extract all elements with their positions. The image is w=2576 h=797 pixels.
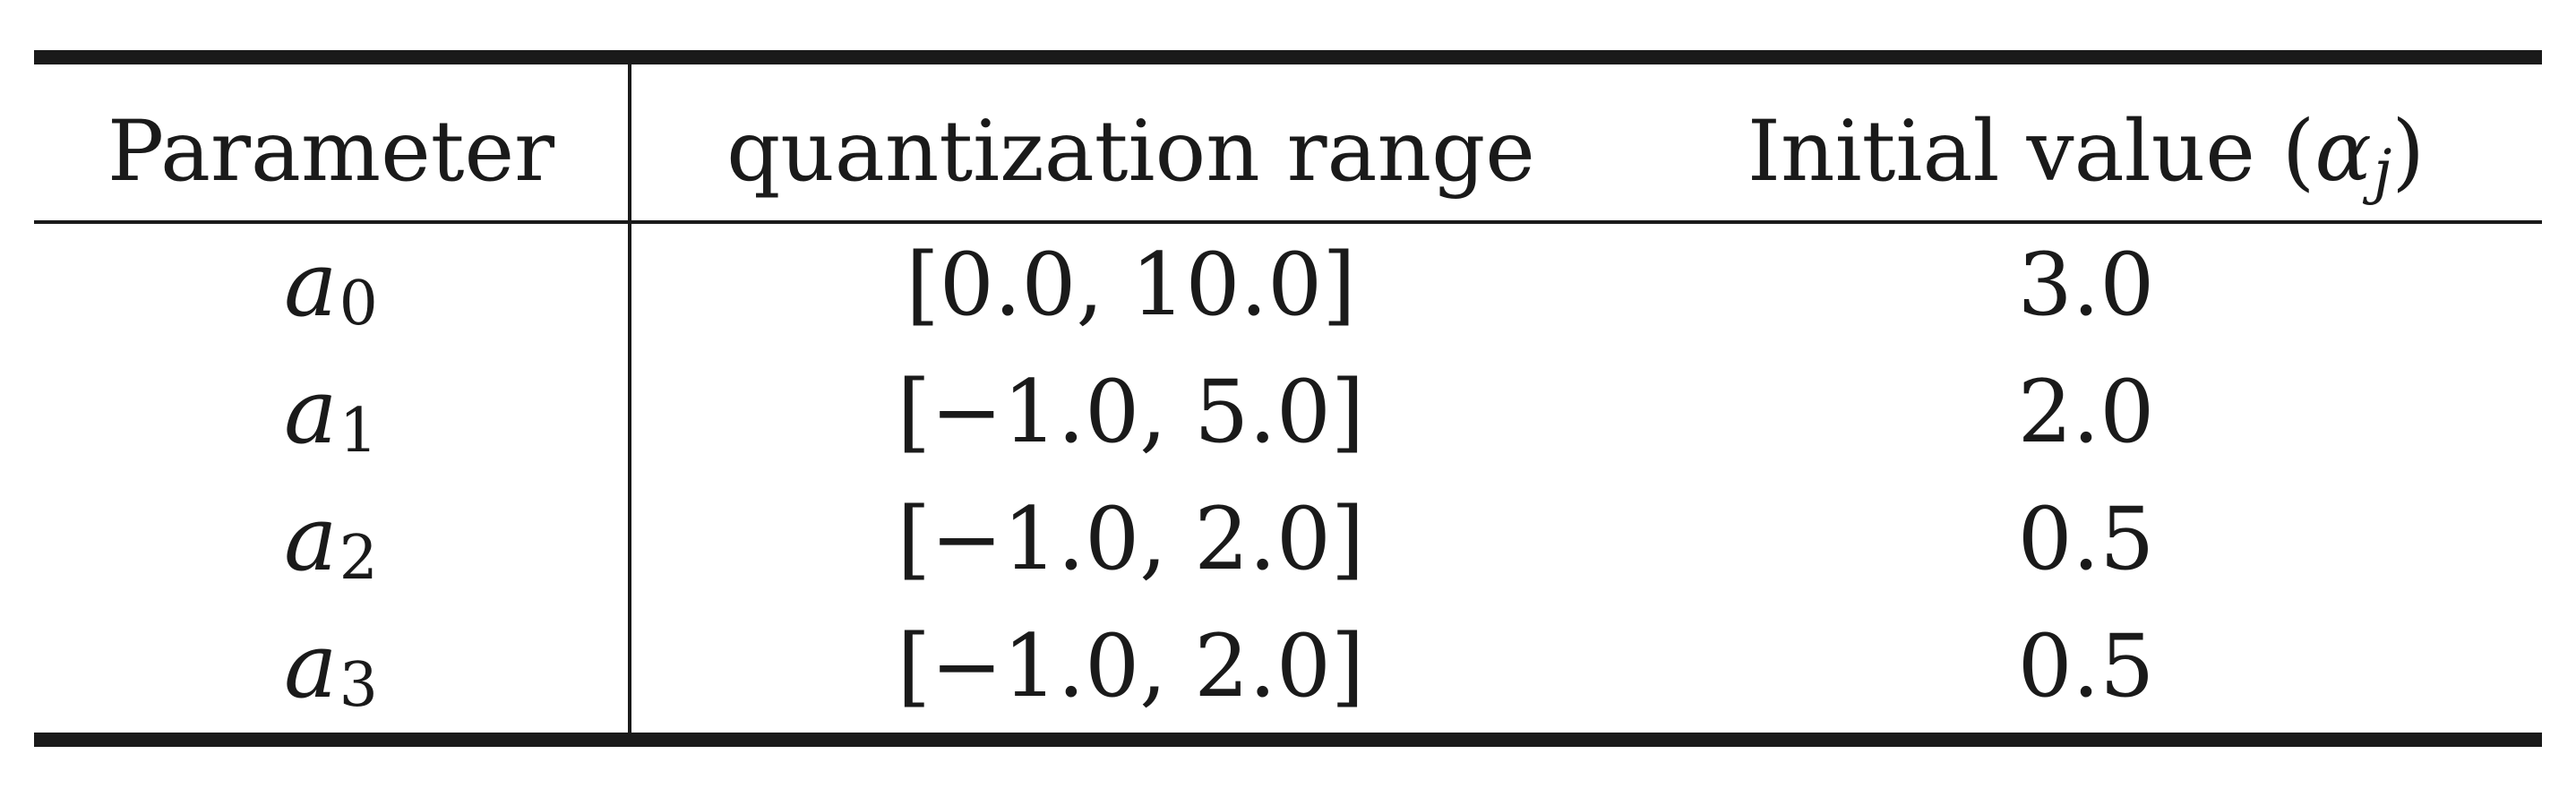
header-alpha-symbol: α — [2314, 103, 2372, 201]
bottom-rule — [34, 733, 2542, 747]
header-alpha-subscript: j — [2373, 137, 2392, 206]
param-subscript: 3 — [339, 650, 378, 721]
header-parameter: Parameter — [107, 103, 555, 201]
param-symbol: a — [284, 486, 338, 591]
param-subscript: 2 — [339, 523, 378, 594]
column-divider — [628, 64, 631, 733]
table-row-2-range: [−1.0, 2.0] — [897, 489, 1365, 589]
table-row-0-range: [0.0, 10.0] — [906, 235, 1356, 335]
header-close-paren: ) — [2391, 103, 2426, 201]
header-initial-value: Initial value (α j) — [1630, 90, 2542, 215]
table-row-2-initial: 0.5 — [2017, 489, 2155, 589]
table-row-0-initial: 3.0 — [2017, 235, 2155, 335]
table-row-1-range: [−1.0, 5.0] — [897, 362, 1365, 462]
header-quantization-range: quantization range — [726, 103, 1535, 201]
table-row-3-range: [−1.0, 2.0] — [897, 616, 1365, 716]
param-symbol: a — [284, 359, 338, 464]
header-rule — [34, 220, 2542, 224]
table-row-1-initial: 2.0 — [2017, 362, 2155, 462]
header-initial-label: Initial value ( — [1747, 103, 2315, 201]
param-subscript: 1 — [339, 396, 378, 467]
param-symbol: a — [284, 613, 338, 718]
param-symbol: a — [284, 232, 338, 337]
top-rule — [34, 50, 2542, 64]
param-subscript: 0 — [339, 269, 378, 339]
table-row-3-initial: 0.5 — [2017, 616, 2155, 716]
